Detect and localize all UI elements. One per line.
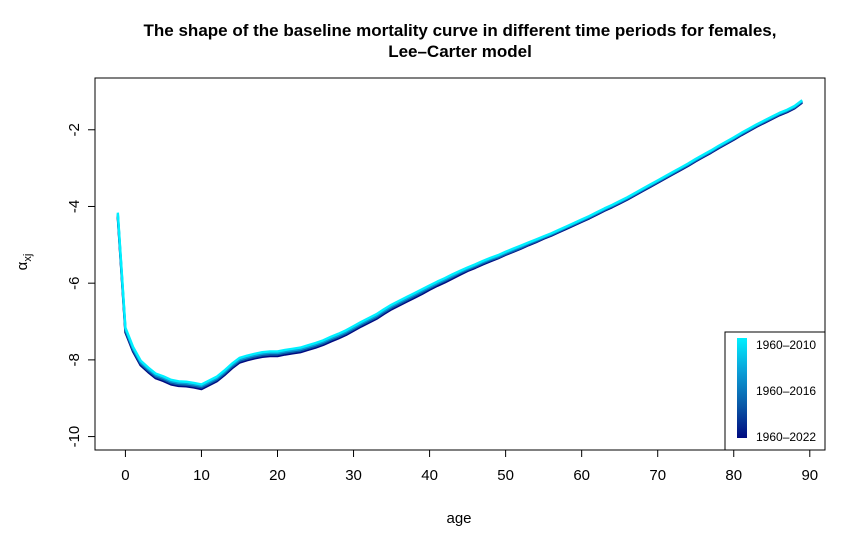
series-group [116, 99, 803, 391]
legend-entry-3: 1960–2022 [756, 430, 816, 444]
x-axis: 0 10 20 30 40 50 60 70 80 90 [121, 449, 818, 484]
y-tick-label: -10 [66, 426, 83, 448]
y-axis-label-symbol: α [14, 261, 31, 270]
chart-subtitle: Lee–Carter model [388, 42, 532, 61]
series-line-4 [116, 99, 803, 386]
x-axis-label: age [446, 510, 471, 527]
y-tick-label: -8 [66, 353, 83, 366]
y-tick-label: -4 [66, 200, 83, 213]
legend-gradient-bar [737, 338, 747, 438]
x-tick-label: 30 [345, 467, 362, 484]
series-line-3 [116, 100, 803, 388]
x-tick-label: 50 [497, 467, 514, 484]
plot-frame [94, 77, 826, 451]
x-tick-label: 60 [573, 467, 590, 484]
x-tick-label: 90 [801, 467, 818, 484]
x-tick-label: 70 [649, 467, 666, 484]
x-tick-label: 0 [121, 467, 129, 484]
x-tick-label: 80 [725, 467, 742, 484]
chart-title: The shape of the baseline mortality curv… [144, 21, 777, 40]
series-line-2 [116, 100, 803, 389]
x-tick-label: 10 [193, 467, 210, 484]
legend-entry-2: 1960–2016 [756, 384, 816, 398]
legend: 1960–2010 1960–2016 1960–2022 [724, 331, 826, 451]
x-tick-label: 40 [421, 467, 438, 484]
series-line-1 [116, 101, 803, 391]
x-tick-label: 20 [269, 467, 286, 484]
legend-entry-1: 1960–2010 [756, 338, 816, 352]
y-tick-label: -2 [66, 123, 83, 136]
y-axis-label: αxj [14, 254, 34, 271]
y-axis: -2 -4 -6 -8 -10 [66, 123, 95, 447]
y-tick-label: -6 [66, 277, 83, 290]
svg-text:αxj: αxj [14, 254, 34, 271]
y-axis-label-subscript: xj [22, 254, 34, 262]
